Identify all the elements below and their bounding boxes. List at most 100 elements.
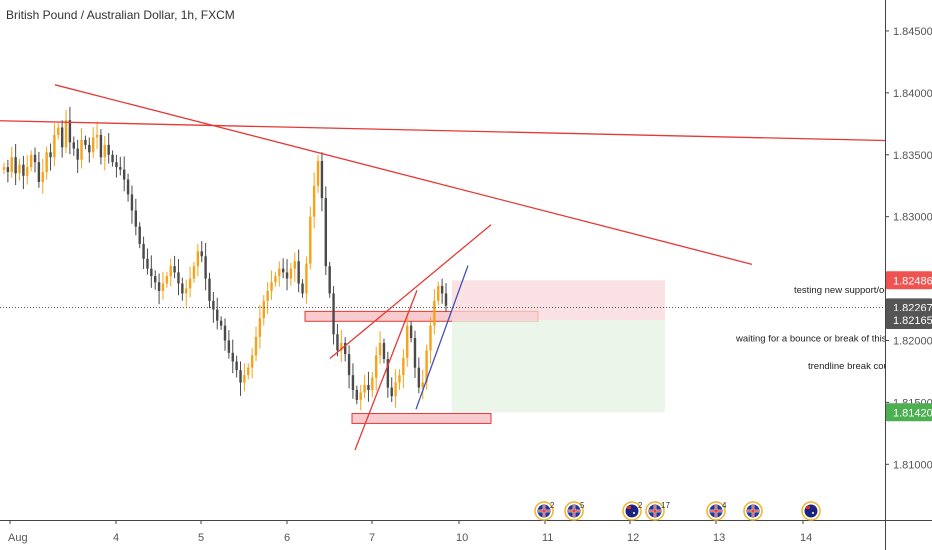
candle [57,123,60,140]
candle [421,369,424,400]
candle [119,156,122,176]
candle [157,273,161,305]
candle-body [402,357,405,376]
candle-body [371,377,374,390]
au-flag-canton [806,506,810,509]
candle-body [216,309,219,321]
candle [130,185,134,224]
candle [328,261,331,298]
candle [378,331,382,365]
candle [216,297,219,330]
event-marker[interactable] [743,501,763,521]
candle-body [119,167,122,170]
candle [243,363,246,392]
candle-body [382,342,386,360]
event-marker[interactable]: 4 [706,501,727,521]
candle [316,155,320,194]
candle [406,313,409,367]
candle [429,316,432,364]
candle [332,286,335,345]
candle-body [281,268,285,273]
x-tick-label: 12 [627,532,639,544]
candle-body [437,286,440,301]
zones-layer [304,280,665,424]
candle [208,272,211,309]
candle [281,258,285,279]
candle-body [351,375,355,390]
candle [398,369,401,390]
blue-trendline [415,265,469,410]
candle-body [386,359,390,388]
candle [247,363,250,380]
candle [351,363,355,399]
candle-body [188,278,192,289]
event-marker[interactable]: 2 [534,501,555,521]
event-marker[interactable]: 17 [645,501,670,521]
price-badge-box [886,311,932,330]
candle [266,282,269,315]
x-tick-label: 4 [113,532,119,544]
candle [425,344,428,390]
candle-body [413,338,417,368]
candle [2,162,6,174]
candle [324,186,328,275]
price-badge-label: 1.81420 [893,407,932,419]
event-marker[interactable]: 5 [564,501,585,521]
event-marker[interactable]: 2 [622,501,643,521]
candle [285,259,289,291]
candle [433,289,436,335]
candle-body [274,276,277,283]
candle-body [185,288,188,294]
rising-wedge-lower-line [354,290,418,451]
x-tick-label: Aug [8,532,28,544]
au-flag-star [812,512,814,514]
candle-body [68,120,72,143]
au-flag-canton [627,506,631,509]
candle [204,243,207,291]
candle-body [111,154,114,163]
candle [347,345,351,389]
candle [134,198,138,236]
candle-body [177,272,180,284]
candle-body [53,134,56,158]
candle-body [84,139,87,145]
event-count: 4 [722,501,727,510]
candle [142,236,145,270]
candle-body [289,268,293,279]
candle [88,137,91,163]
candle-body [254,336,258,356]
candle-body [223,325,227,341]
candle-body [378,342,382,356]
chart-title: British Pound / Australian Dollar, 1h, F… [6,8,235,22]
annotations-layer: testing new support/old r waiting for a b… [735,285,885,372]
y-tick-label: 1.81000 [893,459,932,471]
candle-body [107,144,110,155]
candle-body [417,367,421,388]
candle [413,330,417,378]
candle [192,261,196,283]
candle-body [169,266,172,277]
candle [375,346,378,391]
candle-body [14,157,17,174]
event-count: 17 [661,501,670,510]
y-tick-label: 1.84000 [893,88,932,100]
candle [223,318,227,351]
event-marker[interactable] [801,501,821,521]
candle-body [285,272,289,279]
candle-body [196,251,200,267]
candle-body [41,172,44,182]
candle [227,330,231,359]
candle [239,361,242,396]
price-badge: 1.82486 [886,271,932,290]
candle-body [429,325,432,351]
candle [169,258,172,287]
candle [340,329,343,363]
candle [270,270,273,300]
price-badge: 1.82165 [886,311,932,330]
candle [336,324,339,357]
candle [150,255,153,288]
candle-body [212,300,215,310]
candle-body [305,263,308,294]
